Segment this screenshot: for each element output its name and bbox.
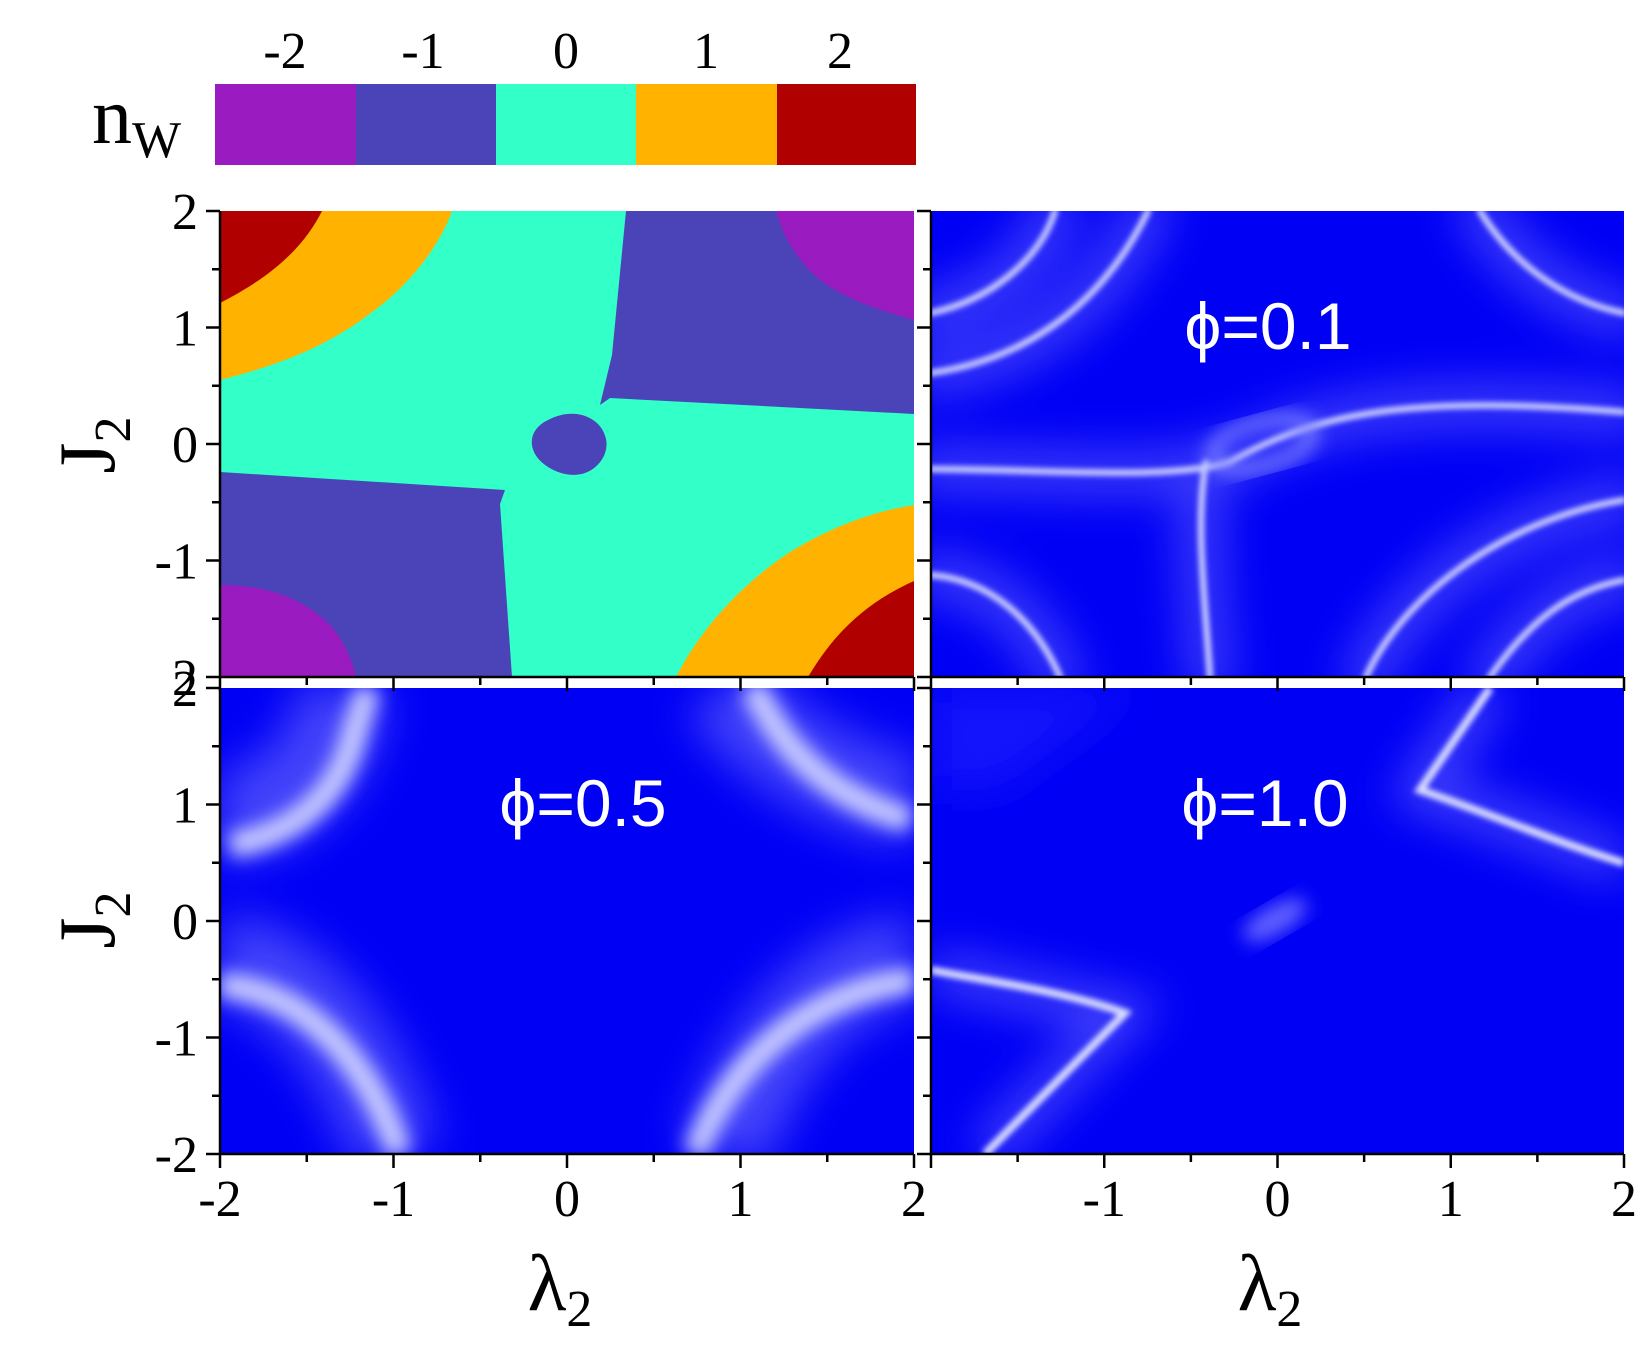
band-upper-right (740, 688, 914, 833)
horizontal-gap (214, 677, 1630, 688)
panel-winding-map (220, 211, 914, 677)
x-tick-label-phi-1.0: 1 (1438, 1171, 1464, 1228)
y-tick-label-winding-map: -1 (155, 534, 198, 591)
band-upper-right-v (1413, 688, 1624, 867)
y-title-top-main: J (44, 442, 132, 473)
x-tick-label-phi-1.0: -1 (1083, 1171, 1126, 1228)
x-axis-title-right: λ2 (1238, 1240, 1303, 1338)
panel-phi-0.1-lines (931, 211, 1624, 677)
annotation-phi-1.0: ϕ=1.0 (1181, 766, 1348, 840)
colorbar-tick-2: 2 (827, 23, 853, 80)
colorbar-label-main: n (92, 73, 132, 161)
y-tick-label-winding-map: 0 (172, 417, 198, 474)
x-title-right-main: λ (1238, 1240, 1277, 1328)
region-n2-lower-right (808, 581, 914, 677)
colorbar-tick-neg2: -2 (263, 23, 306, 80)
y-tick-label-phi-0.5: -1 (155, 1011, 198, 1068)
colorbar-swatch-1 (636, 84, 777, 165)
colorbar-swatch-neg1 (356, 84, 496, 165)
colorbar-label-sub: W (132, 112, 181, 169)
x-tick-label-phi-0.5: -1 (372, 1171, 415, 1228)
panel-phi-0.5: ϕ=0.5 (220, 688, 914, 1154)
band-lower-left-v (931, 966, 1133, 1154)
y-title-top-sub: 2 (85, 416, 142, 442)
colorbar-swatch-neg2 (215, 84, 356, 165)
x-title-right-sub: 2 (1276, 1281, 1302, 1338)
region-n-minus2-upper-right (776, 211, 914, 320)
center-ring (1205, 412, 1319, 476)
x-axis-title-left: λ2 (528, 1240, 593, 1338)
region-n-minus2-lower-left (220, 585, 356, 677)
x-tick-label-phi-0.5: 0 (554, 1171, 580, 1228)
y-tick-label-phi-0.5: 1 (172, 778, 198, 835)
colorbar-tick-neg1: -1 (401, 23, 444, 80)
x-tick-label-phi-0.5: 2 (901, 1171, 927, 1228)
colorbar-swatch-0 (496, 84, 636, 165)
y-tick-label-winding-map: 1 (172, 301, 198, 358)
colorbar-swatch-2 (777, 84, 916, 165)
panel-phi-0.5-lines (220, 688, 914, 1154)
band-lower-left (220, 972, 413, 1154)
y-tick-label-phi-0.5: 0 (172, 894, 198, 951)
x-title-left-sub: 2 (566, 1281, 592, 1338)
colorbar-tick-1: 1 (693, 23, 719, 80)
annotation-phi-0.5: ϕ=0.5 (499, 766, 666, 840)
x-tick-label-phi-1.0: 0 (1265, 1171, 1291, 1228)
x-tick-label-phi-0.5: 1 (728, 1171, 754, 1228)
colorbar: -2 -1 0 1 2 nW (92, 23, 916, 169)
colorbar-tick-0: 0 (553, 23, 579, 80)
x-tick-label-phi-0.5: -2 (198, 1171, 241, 1228)
y-tick-label-phi-0.5: -2 (155, 1127, 198, 1184)
center-blob (1243, 898, 1307, 942)
colorbar-label: nW (92, 73, 181, 169)
panel-phi-1.0: ϕ=1.0 (931, 688, 1624, 1154)
line-core (931, 211, 1624, 677)
x-title-left-main: λ (528, 1240, 567, 1328)
region-n-minus1-center-island (531, 413, 607, 475)
y-tick-label-phi-0.5: 2 (172, 661, 198, 718)
y-tick-label-winding-map: 2 (172, 184, 198, 241)
band-upper-left (227, 688, 381, 858)
region-n2-upper-left (220, 211, 322, 303)
band-lower-right (682, 967, 914, 1154)
panel-phi-0.1: ϕ=0.1 (931, 211, 1624, 677)
y-axis-title-bottom: J2 (44, 891, 142, 948)
x-tick-label-phi-1.0: 2 (1611, 1171, 1637, 1228)
y-title-bottom-sub: 2 (85, 891, 142, 917)
panel-phi-1.0-lines (931, 688, 1624, 1154)
y-axis-title-top: J2 (44, 416, 142, 473)
y-title-bottom-main: J (44, 917, 132, 948)
annotation-phi-0.1: ϕ=0.1 (1184, 289, 1351, 363)
panel-phi-1.0-haze (931, 688, 1140, 790)
y-tick-label-winding-map: 2 (172, 650, 198, 707)
